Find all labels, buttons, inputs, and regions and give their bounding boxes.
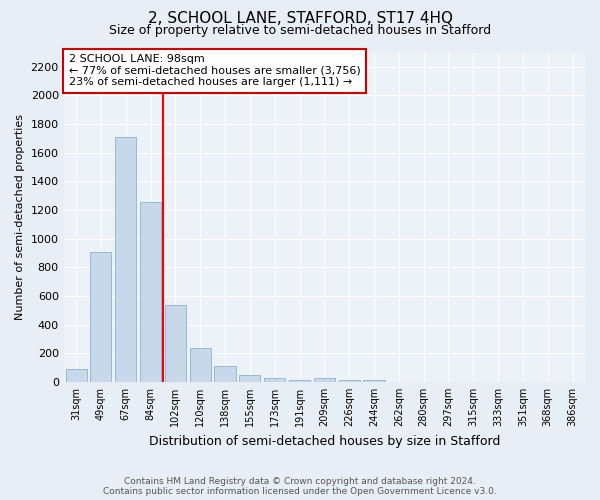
Bar xyxy=(264,378,285,382)
Text: 2 SCHOOL LANE: 98sqm
← 77% of semi-detached houses are smaller (3,756)
23% of se: 2 SCHOOL LANE: 98sqm ← 77% of semi-detac… xyxy=(69,54,361,88)
Text: Contains HM Land Registry data © Crown copyright and database right 2024.
Contai: Contains HM Land Registry data © Crown c… xyxy=(103,476,497,496)
Bar xyxy=(165,304,186,382)
Bar xyxy=(91,252,112,382)
Bar xyxy=(289,380,310,382)
Bar xyxy=(338,380,360,382)
Bar xyxy=(115,137,136,382)
Bar xyxy=(65,368,86,382)
Bar xyxy=(314,378,335,382)
Text: Size of property relative to semi-detached houses in Stafford: Size of property relative to semi-detach… xyxy=(109,24,491,37)
X-axis label: Distribution of semi-detached houses by size in Stafford: Distribution of semi-detached houses by … xyxy=(149,434,500,448)
Y-axis label: Number of semi-detached properties: Number of semi-detached properties xyxy=(15,114,25,320)
Bar xyxy=(190,348,211,382)
Bar xyxy=(239,375,260,382)
Text: 2, SCHOOL LANE, STAFFORD, ST17 4HQ: 2, SCHOOL LANE, STAFFORD, ST17 4HQ xyxy=(148,11,452,26)
Bar xyxy=(214,366,236,382)
Bar xyxy=(364,380,385,382)
Bar xyxy=(140,202,161,382)
